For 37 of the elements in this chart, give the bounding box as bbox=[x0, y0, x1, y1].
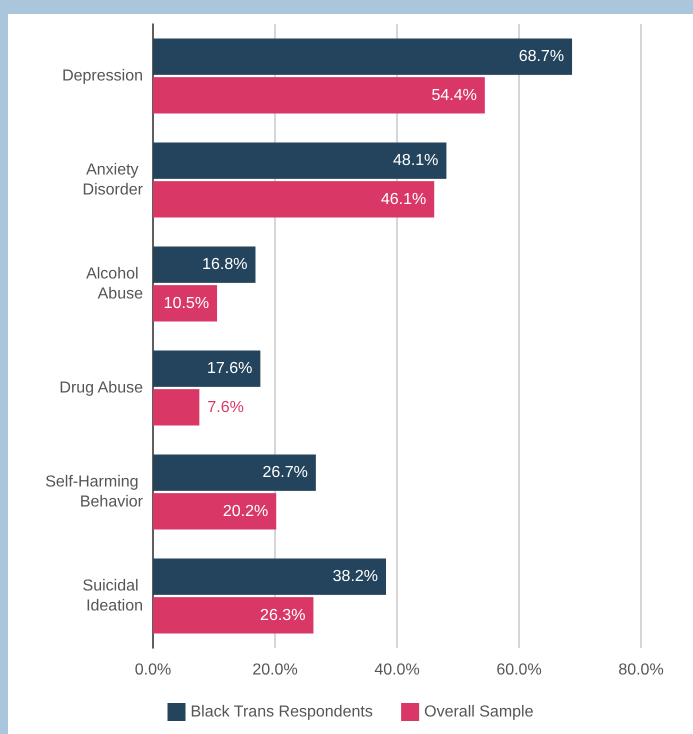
data-label: 26.7% bbox=[262, 464, 308, 482]
data-label: 26.3% bbox=[260, 606, 306, 624]
data-label: 20.2% bbox=[222, 502, 268, 520]
y-tick-label: Anxiety Disorder bbox=[82, 162, 144, 198]
bar bbox=[153, 246, 256, 283]
bar bbox=[153, 558, 386, 595]
bar bbox=[153, 350, 260, 387]
x-tick-label: 80.0% bbox=[618, 662, 664, 678]
x-tick-label: 20.0% bbox=[252, 662, 298, 678]
y-tick-label: Suicidal Ideation bbox=[82, 578, 143, 614]
data-label: 46.1% bbox=[380, 190, 426, 208]
data-label: 7.6% bbox=[207, 398, 244, 416]
x-tick-label: 40.0% bbox=[374, 662, 420, 678]
bar bbox=[153, 454, 316, 491]
bar bbox=[153, 38, 572, 75]
bar bbox=[153, 285, 218, 322]
data-label: 54.4% bbox=[431, 86, 477, 104]
data-label: 68.7% bbox=[518, 48, 564, 66]
x-tick-label: 0.0% bbox=[134, 662, 172, 678]
bar bbox=[153, 77, 485, 114]
data-label: 10.5% bbox=[164, 294, 210, 312]
data-label: 38.2% bbox=[332, 568, 378, 586]
bar bbox=[153, 181, 434, 218]
data-label: 48.1% bbox=[393, 152, 438, 170]
y-tick-label: Alcohol Abuse bbox=[86, 266, 144, 302]
x-tick-label: 60.0% bbox=[496, 662, 542, 678]
data-label: 16.8% bbox=[202, 256, 248, 274]
bar bbox=[153, 493, 276, 530]
legend-label: Black Trans Respondents bbox=[190, 704, 373, 720]
bar bbox=[153, 389, 200, 426]
y-tick-label: Self-Harming Behavior bbox=[45, 474, 144, 510]
bar bbox=[153, 142, 446, 179]
y-tick-label: Drug Abuse bbox=[59, 380, 144, 396]
bar bbox=[153, 597, 314, 634]
y-tick-label: Depression bbox=[62, 68, 143, 84]
legend-label: Overall Sample bbox=[424, 704, 534, 720]
data-label: 17.6% bbox=[206, 360, 252, 378]
